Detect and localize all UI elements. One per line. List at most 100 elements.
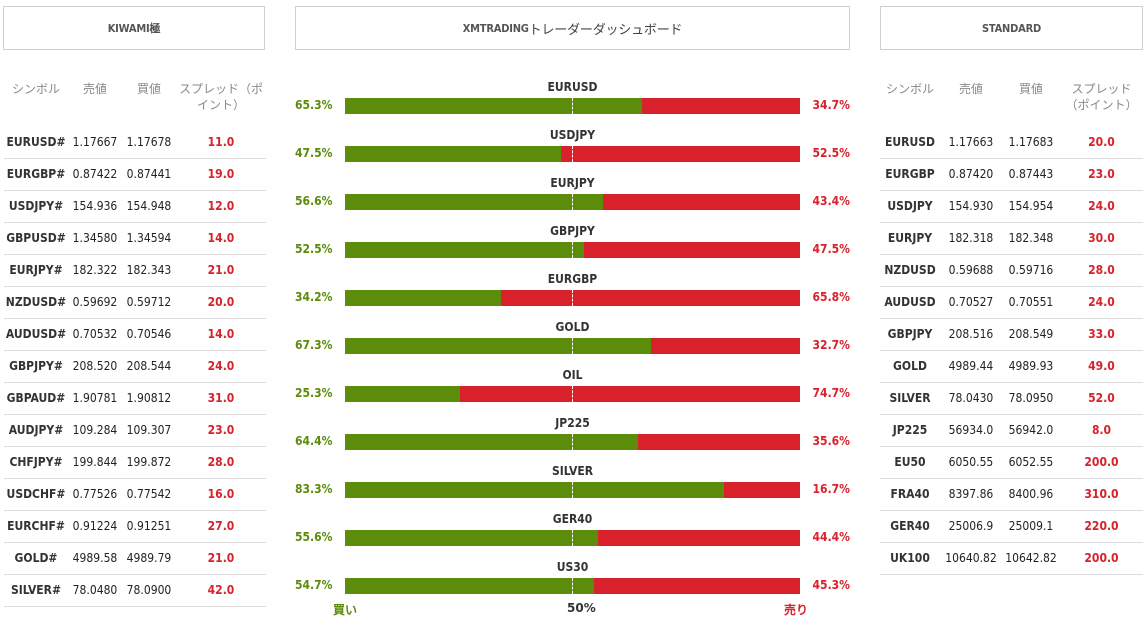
column-spread: スプレッド（ポイント）	[178, 82, 263, 112]
buy-percent: 67.3%	[295, 338, 333, 352]
ask-cell: 8400.96	[1002, 478, 1060, 511]
bid-cell: 0.59692	[68, 286, 122, 319]
bid-cell: 1.17667	[68, 126, 122, 159]
spread-cell: 23.0	[176, 414, 266, 447]
spread-cell: 19.0	[176, 158, 266, 191]
pair-label: EURGBP	[547, 272, 598, 286]
column-symbol: シンボル	[885, 82, 934, 96]
bid-cell: 10640.82	[940, 542, 1002, 575]
sell-percent: 44.4%	[812, 530, 850, 544]
buy-bar	[345, 98, 643, 114]
ask-cell: 0.70551	[1002, 286, 1060, 319]
symbol-cell: CHFJPY#	[4, 446, 68, 479]
sentiment-bar	[345, 290, 800, 306]
table-row: EURJPY 182.318 182.348 30.0	[880, 222, 1143, 255]
symbol-cell: FRA40	[880, 478, 940, 511]
pair-label: EURUSD	[547, 80, 598, 94]
bid-cell: 4989.58	[68, 542, 122, 575]
buy-bar	[345, 338, 652, 354]
table-row: AUDUSD 0.70527 0.70551 24.0	[880, 286, 1143, 319]
sentiment-row: US30 54.7% 45.3%	[295, 554, 850, 602]
buy-percent: 56.6%	[295, 194, 333, 208]
spread-cell: 14.0	[176, 222, 266, 255]
spread-cell: 27.0	[176, 510, 266, 543]
spread-cell: 24.0	[176, 350, 266, 383]
sentiment-row: JP225 64.4% 35.6%	[295, 410, 850, 458]
ask-cell: 10642.82	[1002, 542, 1060, 575]
buy-bar	[345, 530, 598, 546]
bid-cell: 199.844	[68, 446, 122, 479]
symbol-cell: GBPJPY	[880, 318, 940, 351]
table-row: EURUSD 1.17663 1.17683 20.0	[880, 126, 1143, 159]
table-row: CHFJPY# 199.844 199.872 28.0	[4, 446, 266, 479]
ask-cell: 4989.93	[1002, 350, 1060, 383]
table-row: EURGBP# 0.87422 0.87441 19.0	[4, 158, 266, 191]
ask-cell: 0.91251	[122, 510, 176, 543]
spread-cell: 21.0	[176, 542, 266, 575]
sentiment-row: EURGBP 34.2% 65.8%	[295, 266, 850, 314]
pair-label: OIL	[562, 368, 583, 382]
spread-cell: 24.0	[1060, 190, 1143, 223]
spread-cell: 52.0	[1060, 382, 1143, 415]
buy-bar	[345, 146, 562, 162]
table-row: GOLD# 4989.58 4989.79 21.0	[4, 542, 266, 575]
symbol-cell: EU50	[880, 446, 940, 479]
spread-cell: 8.0	[1060, 414, 1143, 447]
ask-cell: 0.87443	[1002, 158, 1060, 191]
sell-percent: 65.8%	[812, 290, 850, 304]
spread-cell: 49.0	[1060, 350, 1143, 383]
symbol-cell: GOLD	[880, 350, 940, 383]
table-row: NZDUSD 0.59688 0.59716 28.0	[880, 254, 1143, 287]
column-bid: 売値	[82, 82, 107, 96]
midline-marker	[572, 146, 573, 162]
column-symbol: シンボル	[11, 82, 60, 96]
spread-cell: 28.0	[1060, 254, 1143, 287]
sentiment-bar	[345, 98, 800, 114]
bid-cell: 154.930	[940, 190, 1002, 223]
sell-bar	[597, 530, 800, 546]
symbol-cell: NZDUSD#	[4, 286, 68, 319]
bid-cell: 182.322	[68, 254, 122, 287]
bid-cell: 25006.9	[940, 510, 1002, 543]
spread-cell: 33.0	[1060, 318, 1143, 351]
bid-cell: 0.87422	[68, 158, 122, 191]
symbol-cell: UK100	[880, 542, 940, 575]
bid-cell: 154.936	[68, 190, 122, 223]
pair-label: SILVER	[551, 464, 594, 478]
spread-cell: 11.0	[176, 126, 266, 159]
midline-marker	[572, 578, 573, 594]
sell-bar	[561, 146, 800, 162]
sentiment-bar	[345, 242, 800, 258]
ask-cell: 0.59712	[122, 286, 176, 319]
midline-marker	[572, 482, 573, 498]
sentiment-row: EURJPY 56.6% 43.4%	[295, 170, 850, 218]
sentiment-row: SILVER 83.3% 16.7%	[295, 458, 850, 506]
symbol-cell: EURUSD	[880, 126, 940, 159]
symbol-cell: EURGBP	[880, 158, 940, 191]
bid-cell: 1.34580	[68, 222, 122, 255]
bid-cell: 78.0430	[940, 382, 1002, 415]
pair-label: GOLD	[555, 320, 590, 334]
spread-cell: 30.0	[1060, 222, 1143, 255]
table-row: EU50 6050.55 6052.55 200.0	[880, 446, 1143, 479]
bid-cell: 109.284	[68, 414, 122, 447]
table-row: USDCHF# 0.77526 0.77542 16.0	[4, 478, 266, 511]
standard-title: STANDARD	[981, 21, 1042, 35]
symbol-cell: GBPUSD#	[4, 222, 68, 255]
bid-cell: 6050.55	[940, 446, 1002, 479]
sell-percent: 32.7%	[812, 338, 850, 352]
buy-percent: 25.3%	[295, 386, 333, 400]
buy-bar	[345, 434, 639, 450]
symbol-cell: USDJPY#	[4, 190, 68, 223]
bid-cell: 0.70532	[68, 318, 122, 351]
bid-cell: 0.91224	[68, 510, 122, 543]
spread-cell: 12.0	[176, 190, 266, 223]
table-row: SILVER 78.0430 78.0950 52.0	[880, 382, 1143, 415]
midline-marker	[572, 530, 573, 546]
sentiment-bar	[345, 338, 800, 354]
sell-percent: 47.5%	[812, 242, 850, 256]
midline-marker	[572, 386, 573, 402]
buy-percent: 83.3%	[295, 482, 333, 496]
sell-percent: 52.5%	[812, 146, 850, 160]
buy-bar	[345, 578, 594, 594]
